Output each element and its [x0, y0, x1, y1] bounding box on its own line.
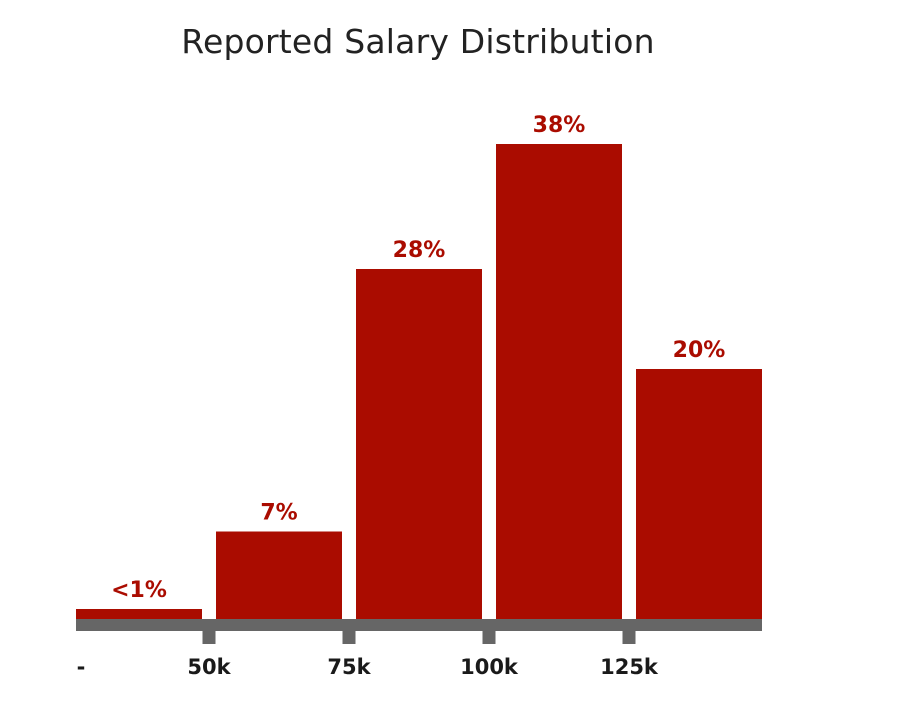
- chart-title: Reported Salary Distribution: [181, 22, 655, 61]
- bar-label-1: 7%: [260, 501, 297, 526]
- bar-2: [356, 269, 482, 619]
- x-tick-label-1: 50k: [187, 655, 231, 679]
- x-tick-label-0: -: [77, 655, 86, 679]
- bar-label-2: 28%: [393, 238, 446, 263]
- bar-4: [636, 369, 762, 619]
- x-tick-mark-4: [622, 630, 636, 644]
- x-axis-ticks: - 50k 75k 100k 125k: [77, 630, 659, 679]
- x-tick-label-2: 75k: [327, 655, 371, 679]
- x-axis: [76, 619, 762, 631]
- bar-label-0: <1%: [111, 578, 167, 603]
- bar-0: [76, 609, 202, 619]
- bar-labels-group: <1% 7% 28% 38% 20%: [111, 113, 725, 603]
- x-tick-label-4: 125k: [600, 655, 659, 679]
- bar-label-3: 38%: [533, 113, 586, 138]
- x-tick-mark-1: [202, 630, 216, 644]
- bars-group: [76, 144, 762, 619]
- x-tick-label-3: 100k: [460, 655, 519, 679]
- x-axis-line: [76, 619, 762, 631]
- x-tick-mark-2: [342, 630, 356, 644]
- bar-label-4: 20%: [673, 338, 726, 363]
- x-tick-mark-3: [482, 630, 496, 644]
- bar-1: [216, 531, 342, 619]
- bar-3: [496, 144, 622, 619]
